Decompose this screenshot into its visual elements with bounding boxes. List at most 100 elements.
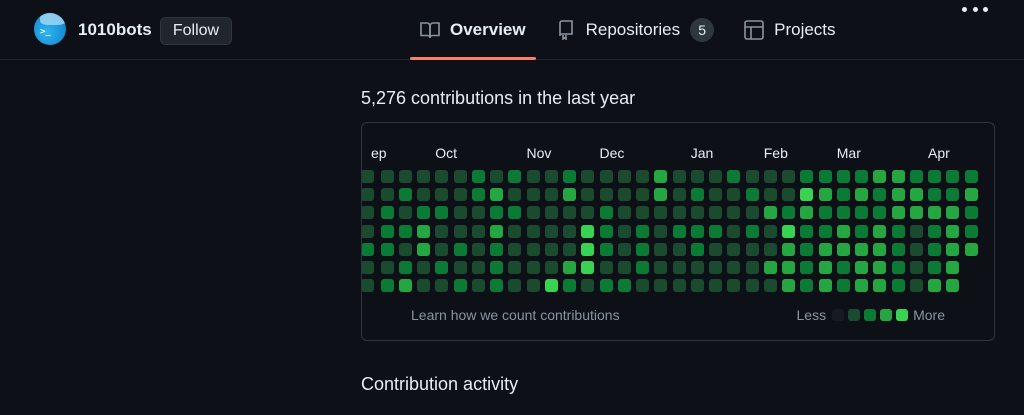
- contribution-day-cell[interactable]: [836, 242, 850, 256]
- contribution-day-cell[interactable]: [818, 242, 832, 256]
- contribution-day-cell[interactable]: [508, 206, 522, 220]
- contribution-day-cell[interactable]: [636, 261, 649, 274]
- contribution-day-cell[interactable]: [453, 261, 467, 274]
- contribution-day-cell[interactable]: [636, 279, 649, 293]
- contribution-day-cell[interactable]: [909, 188, 923, 202]
- contribution-day-cell[interactable]: [928, 206, 941, 220]
- contribution-day-cell[interactable]: [636, 170, 649, 183]
- contribution-day-cell[interactable]: [490, 242, 503, 256]
- contribution-day-cell[interactable]: [709, 242, 722, 256]
- contribution-day-cell[interactable]: [690, 206, 704, 220]
- contribution-day-cell[interactable]: [380, 242, 394, 256]
- contribution-day-cell[interactable]: [435, 261, 449, 274]
- contribution-day-cell[interactable]: [782, 242, 795, 256]
- contribution-day-cell[interactable]: [763, 261, 777, 274]
- contribution-day-cell[interactable]: [398, 242, 412, 256]
- contribution-day-cell[interactable]: [836, 261, 850, 274]
- contribution-day-cell[interactable]: [526, 206, 540, 220]
- contribution-day-cell[interactable]: [672, 261, 686, 274]
- contribution-day-cell[interactable]: [800, 188, 814, 202]
- contribution-day-cell[interactable]: [818, 170, 832, 183]
- contribution-day-cell[interactable]: [435, 206, 449, 220]
- contribution-day-cell[interactable]: [398, 188, 412, 202]
- contribution-day-cell[interactable]: [709, 224, 722, 238]
- contribution-day-cell[interactable]: [453, 224, 467, 238]
- contribution-day-cell[interactable]: [727, 170, 741, 183]
- tab-repositories[interactable]: Repositories 5: [546, 0, 725, 60]
- contribution-day-cell[interactable]: [654, 224, 668, 238]
- contribution-day-cell[interactable]: [855, 188, 868, 202]
- contribution-day-cell[interactable]: [636, 188, 649, 202]
- contribution-day-cell[interactable]: [526, 279, 540, 293]
- contribution-day-cell[interactable]: [928, 279, 941, 293]
- contribution-day-cell[interactable]: [928, 242, 941, 256]
- contribution-day-cell[interactable]: [398, 279, 412, 293]
- contribution-day-cell[interactable]: [928, 170, 941, 183]
- contribution-day-cell[interactable]: [563, 188, 576, 202]
- contribution-day-cell[interactable]: [599, 242, 613, 256]
- contribution-day-cell[interactable]: [745, 279, 759, 293]
- contribution-day-cell[interactable]: [617, 224, 631, 238]
- contribution-day-cell[interactable]: [928, 188, 941, 202]
- contribution-day-cell[interactable]: [946, 170, 960, 183]
- contribution-day-cell[interactable]: [362, 206, 374, 220]
- contribution-day-cell[interactable]: [782, 279, 795, 293]
- contribution-day-cell[interactable]: [964, 206, 978, 220]
- contribution-day-cell[interactable]: [855, 242, 868, 256]
- contribution-day-cell[interactable]: [508, 170, 522, 183]
- contribution-day-cell[interactable]: [508, 261, 522, 274]
- contribution-day-cell[interactable]: [526, 170, 540, 183]
- contribution-day-cell[interactable]: [471, 224, 485, 238]
- contribution-day-cell[interactable]: [435, 242, 449, 256]
- contribution-day-cell[interactable]: [836, 206, 850, 220]
- contribution-day-cell[interactable]: [946, 206, 960, 220]
- contribution-day-cell[interactable]: [563, 261, 576, 274]
- contribution-day-cell[interactable]: [617, 279, 631, 293]
- contribution-day-cell[interactable]: [946, 242, 960, 256]
- contribution-day-cell[interactable]: [891, 242, 905, 256]
- contribution-day-cell[interactable]: [617, 206, 631, 220]
- contribution-day-cell[interactable]: [855, 279, 868, 293]
- contribution-day-cell[interactable]: [654, 279, 668, 293]
- contribution-day-cell[interactable]: [362, 224, 374, 238]
- contribution-day-cell[interactable]: [599, 261, 613, 274]
- contribution-day-cell[interactable]: [490, 206, 503, 220]
- contribution-day-cell[interactable]: [909, 224, 923, 238]
- contribution-day-cell[interactable]: [873, 206, 887, 220]
- contribution-day-cell[interactable]: [727, 224, 741, 238]
- contribution-day-cell[interactable]: [891, 206, 905, 220]
- contribution-day-cell[interactable]: [964, 242, 978, 256]
- contribution-day-cell[interactable]: [672, 206, 686, 220]
- contribution-day-cell[interactable]: [855, 224, 868, 238]
- contribution-day-cell[interactable]: [617, 170, 631, 183]
- contribution-day-cell[interactable]: [928, 224, 941, 238]
- contribution-day-cell[interactable]: [727, 206, 741, 220]
- contribution-day-cell[interactable]: [727, 261, 741, 274]
- contribution-day-cell[interactable]: [581, 170, 595, 183]
- contribution-day-cell[interactable]: [873, 170, 887, 183]
- contribution-day-cell[interactable]: [855, 170, 868, 183]
- contribution-day-cell[interactable]: [544, 242, 558, 256]
- contribution-day-cell[interactable]: [727, 188, 741, 202]
- follow-button[interactable]: Follow: [160, 17, 232, 45]
- contribution-day-cell[interactable]: [690, 224, 704, 238]
- contribution-day-cell[interactable]: [362, 170, 374, 183]
- contribution-day-cell[interactable]: [563, 170, 576, 183]
- contribution-day-cell[interactable]: [836, 279, 850, 293]
- contribution-day-cell[interactable]: [417, 224, 430, 238]
- contribution-day-cell[interactable]: [435, 279, 449, 293]
- contribution-day-cell[interactable]: [727, 242, 741, 256]
- contribution-day-cell[interactable]: [782, 188, 795, 202]
- contribution-day-cell[interactable]: [453, 206, 467, 220]
- contribution-day-cell[interactable]: [946, 188, 960, 202]
- contribution-day-cell[interactable]: [873, 224, 887, 238]
- contribution-day-cell[interactable]: [362, 242, 374, 256]
- contribution-day-cell[interactable]: [526, 261, 540, 274]
- contribution-day-cell[interactable]: [581, 224, 595, 238]
- contribution-day-cell[interactable]: [435, 188, 449, 202]
- contribution-day-cell[interactable]: [471, 242, 485, 256]
- contribution-day-cell[interactable]: [709, 279, 722, 293]
- contribution-day-cell[interactable]: [763, 206, 777, 220]
- contribution-day-cell[interactable]: [380, 206, 394, 220]
- contribution-day-cell[interactable]: [490, 170, 503, 183]
